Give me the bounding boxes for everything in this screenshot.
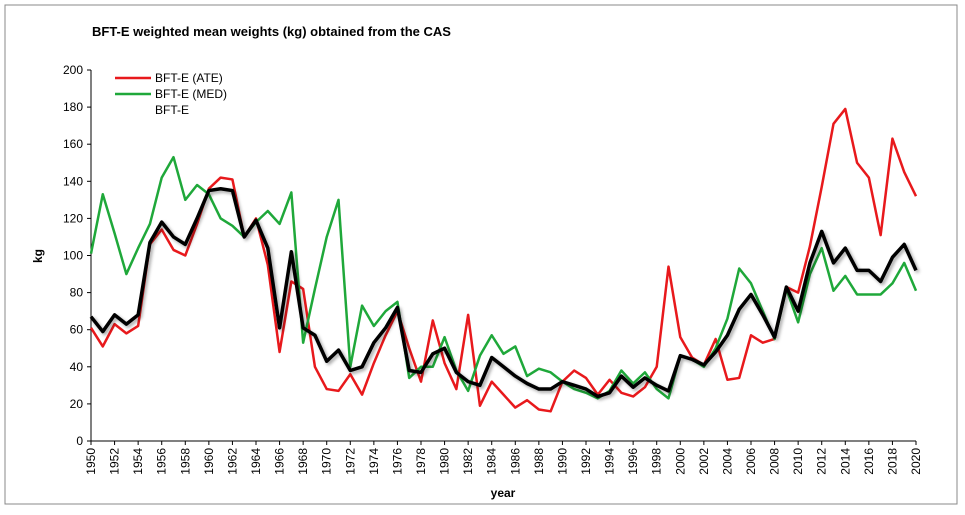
y-tick-label: 100	[63, 249, 83, 263]
x-tick-label: 1982	[461, 448, 475, 475]
x-tick-label: 1962	[225, 448, 239, 475]
x-tick-label: 1966	[273, 448, 287, 475]
y-tick-label: 140	[63, 174, 83, 188]
x-tick-label: 1960	[202, 448, 216, 475]
x-tick-label: 1954	[131, 448, 145, 475]
x-axis-label: year	[491, 486, 516, 500]
y-tick-label: 80	[70, 286, 84, 300]
y-tick-label: 200	[63, 63, 83, 77]
x-tick-label: 1956	[155, 448, 169, 475]
x-tick-label: 1972	[343, 448, 357, 475]
x-tick-label: 1952	[108, 448, 122, 475]
legend-label: BFT-E (ATE)	[155, 71, 223, 85]
x-tick-label: 1958	[178, 448, 192, 475]
series-line	[89, 186, 918, 399]
x-tick-label: 1998	[650, 448, 664, 475]
x-tick-label: 2006	[744, 448, 758, 475]
x-tick-label: 2002	[697, 448, 711, 475]
x-tick-label: 1986	[508, 448, 522, 475]
x-tick-label: 1970	[320, 448, 334, 475]
x-tick-label: 1974	[367, 448, 381, 475]
x-tick-label: 2016	[862, 448, 876, 475]
x-tick-label: 1968	[296, 448, 310, 475]
chart-frame	[4, 4, 958, 505]
y-tick-label: 40	[70, 360, 84, 374]
x-tick-label: 1992	[579, 448, 593, 475]
y-axis-label: kg	[31, 249, 45, 263]
x-tick-label: 2014	[838, 448, 852, 475]
x-tick-label: 1964	[249, 448, 263, 475]
legend-label: BFT-E	[155, 103, 189, 117]
x-tick-label: 2010	[791, 448, 805, 475]
x-tick-label: 1978	[414, 448, 428, 475]
legend-label: BFT-E (MED)	[155, 87, 227, 101]
y-tick-label: 60	[70, 323, 84, 337]
x-tick-label: 1984	[485, 448, 499, 475]
chart-title: BFT-E weighted mean weights (kg) obtaine…	[92, 24, 451, 39]
y-tick-label: 120	[63, 211, 83, 225]
y-tick-label: 20	[70, 397, 84, 411]
x-tick-label: 2012	[815, 448, 829, 475]
x-tick-label: 2004	[720, 448, 734, 475]
x-tick-label: 2008	[768, 448, 782, 475]
y-tick-label: 160	[63, 137, 83, 151]
y-tick-label: 180	[63, 100, 83, 114]
x-tick-label: 2020	[909, 448, 923, 475]
x-tick-label: 1990	[555, 448, 569, 475]
x-tick-label: 1980	[438, 448, 452, 475]
y-tick-label: 0	[76, 434, 83, 448]
x-tick-label: 1996	[626, 448, 640, 475]
x-tick-label: 2000	[673, 448, 687, 475]
x-tick-label: 1976	[390, 448, 404, 475]
x-tick-label: 1988	[532, 448, 546, 475]
x-tick-label: 2018	[885, 448, 899, 475]
x-tick-label: 1994	[603, 448, 617, 475]
x-tick-label: 1950	[84, 448, 98, 475]
